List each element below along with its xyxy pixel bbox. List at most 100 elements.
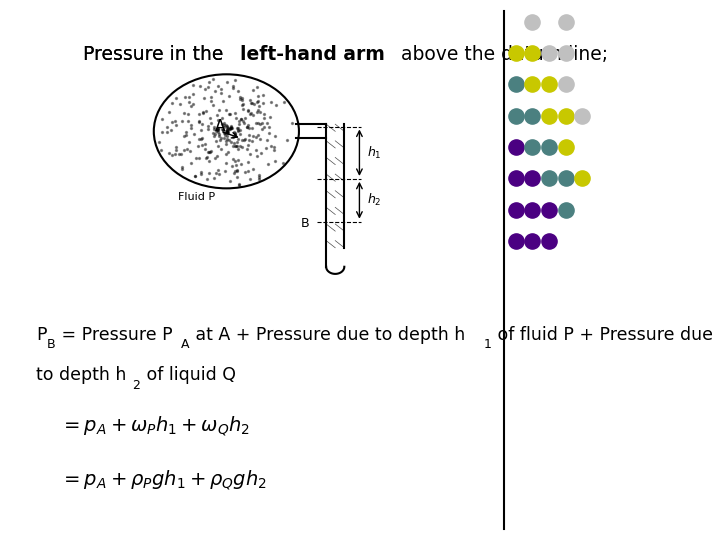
Point bbox=[247, 131, 258, 140]
Point bbox=[183, 110, 194, 118]
Point bbox=[219, 167, 230, 176]
Point bbox=[244, 110, 256, 119]
Point bbox=[231, 142, 243, 151]
Point bbox=[526, 237, 538, 245]
Point bbox=[209, 124, 220, 133]
Point bbox=[258, 110, 270, 119]
Point bbox=[195, 126, 207, 134]
Point bbox=[221, 127, 233, 136]
Point bbox=[156, 145, 167, 154]
Point bbox=[215, 145, 227, 153]
Point bbox=[233, 120, 245, 129]
Point bbox=[261, 144, 272, 152]
Point bbox=[240, 114, 251, 123]
Point bbox=[203, 78, 215, 86]
Point bbox=[224, 177, 235, 186]
Point bbox=[223, 124, 235, 133]
Point bbox=[229, 129, 240, 137]
Point bbox=[192, 142, 204, 151]
Point bbox=[238, 136, 250, 145]
Point bbox=[212, 151, 223, 160]
Point bbox=[234, 93, 246, 102]
Point bbox=[248, 111, 259, 119]
Point bbox=[199, 140, 210, 149]
Point bbox=[243, 124, 255, 132]
Point bbox=[212, 124, 223, 133]
Point bbox=[197, 141, 208, 150]
Point bbox=[210, 168, 222, 177]
Point bbox=[187, 99, 199, 108]
Point bbox=[253, 131, 264, 139]
Point bbox=[205, 92, 217, 101]
Point bbox=[209, 153, 220, 162]
Point bbox=[227, 82, 238, 90]
Point bbox=[187, 80, 199, 89]
Point bbox=[178, 108, 189, 117]
Point bbox=[202, 125, 214, 133]
Point bbox=[221, 132, 233, 140]
Point bbox=[235, 160, 246, 168]
Point bbox=[577, 111, 588, 120]
Text: B: B bbox=[47, 338, 55, 351]
Point bbox=[212, 126, 224, 134]
Point bbox=[544, 237, 555, 245]
Point bbox=[230, 167, 241, 176]
Point bbox=[510, 205, 521, 214]
Point bbox=[263, 123, 274, 131]
Text: Fluid P: Fluid P bbox=[178, 192, 215, 201]
Point bbox=[229, 130, 240, 139]
Point bbox=[196, 134, 207, 143]
Point bbox=[224, 123, 235, 132]
Point bbox=[207, 101, 219, 110]
Point bbox=[241, 123, 253, 132]
Point bbox=[193, 118, 204, 126]
Point bbox=[263, 129, 274, 137]
Point bbox=[225, 124, 237, 132]
Point bbox=[231, 173, 243, 181]
Point bbox=[156, 127, 168, 136]
Point bbox=[197, 120, 208, 129]
Point bbox=[242, 145, 253, 154]
Point bbox=[193, 134, 204, 143]
Point bbox=[231, 124, 243, 132]
Point bbox=[184, 98, 195, 106]
Point bbox=[176, 165, 187, 174]
Point bbox=[182, 116, 194, 125]
Point bbox=[173, 150, 184, 159]
Point bbox=[228, 139, 240, 147]
Point bbox=[544, 174, 555, 183]
Point bbox=[224, 125, 235, 134]
Point bbox=[184, 147, 195, 156]
Point bbox=[176, 150, 187, 158]
Point bbox=[224, 109, 235, 118]
Point bbox=[226, 161, 238, 170]
Point bbox=[215, 134, 227, 143]
Point bbox=[238, 117, 249, 125]
Point bbox=[199, 93, 210, 102]
Point bbox=[176, 117, 188, 126]
Point bbox=[233, 124, 244, 133]
Point bbox=[560, 205, 572, 214]
Point bbox=[187, 90, 199, 98]
Point bbox=[526, 80, 538, 89]
Point bbox=[235, 114, 247, 123]
Point bbox=[269, 146, 280, 155]
Point bbox=[180, 128, 192, 137]
Point bbox=[204, 157, 215, 165]
Point bbox=[204, 97, 216, 106]
Text: = Pressure P: = Pressure P bbox=[56, 326, 173, 344]
Point bbox=[252, 118, 264, 127]
Point bbox=[196, 169, 207, 178]
Point bbox=[204, 119, 216, 127]
Point bbox=[258, 98, 269, 107]
Point bbox=[231, 137, 243, 146]
Point bbox=[217, 119, 228, 128]
Point bbox=[223, 136, 235, 144]
Point bbox=[212, 124, 223, 133]
Point bbox=[218, 128, 230, 137]
Point bbox=[207, 75, 219, 83]
Point bbox=[212, 170, 224, 178]
Point bbox=[220, 140, 232, 149]
Point bbox=[204, 114, 215, 123]
Point bbox=[227, 141, 238, 150]
